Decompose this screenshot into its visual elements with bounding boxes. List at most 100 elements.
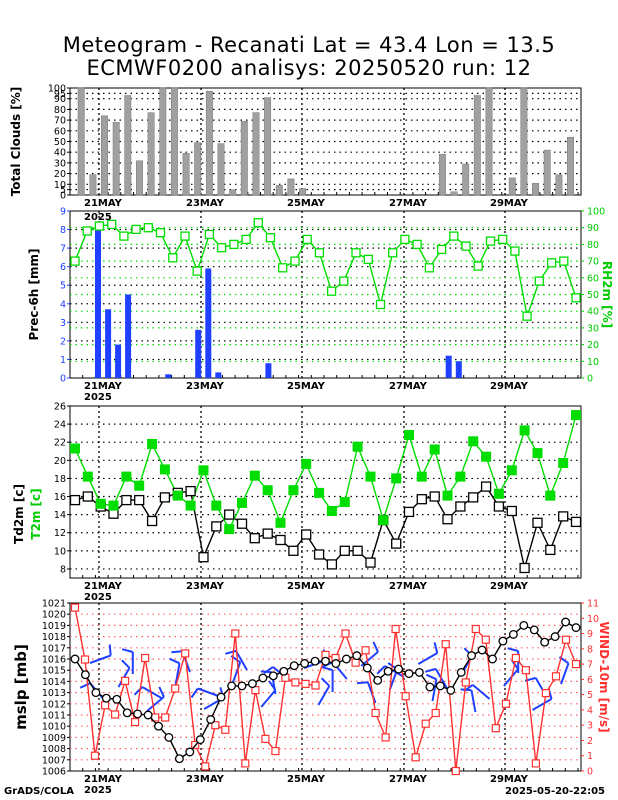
wind-barb <box>197 687 219 697</box>
rh-ytick-right-label: 40 <box>587 307 599 318</box>
precip-xtick-label: 29MAY <box>490 381 529 392</box>
rh-marker <box>436 244 447 255</box>
t2m-marker <box>481 451 492 462</box>
td2m-marker <box>416 494 427 505</box>
chart-title: Meteogram - Recanati Lat = 43.4 Lon = 13… <box>62 33 556 57</box>
wind-marker <box>351 658 360 667</box>
mslp-marker <box>237 681 247 691</box>
mslp-marker <box>133 709 143 719</box>
wind-marker <box>181 649 190 658</box>
t2m-marker <box>378 515 389 526</box>
clouds-xtick-label: 27MAY <box>389 198 428 209</box>
rh-marker <box>265 233 276 243</box>
t2m-marker <box>275 517 286 528</box>
td2m-marker <box>468 492 479 503</box>
rh-ytick-right-label: 30 <box>587 323 599 334</box>
t2m-marker <box>314 487 325 498</box>
precip-bar <box>215 372 222 378</box>
press-ytick-label: 1009 <box>42 733 66 744</box>
precip-xtick-label: 27MAY <box>389 381 428 392</box>
rh-marker <box>143 223 153 233</box>
chart-subtitle: ECMWF0200 analisys: 20250520 run: 12 <box>86 56 532 80</box>
cloud-bar <box>520 87 528 196</box>
td2m-marker <box>442 514 453 525</box>
wind-barb-flag <box>79 682 91 689</box>
wind-barb-flag <box>133 686 144 696</box>
mslp-marker <box>425 682 435 692</box>
wind-ytick-right-label: 5 <box>587 690 593 701</box>
t2m-y-axis-label: T2m [c] <box>29 488 43 539</box>
wind-barb <box>417 652 438 665</box>
t2m-marker <box>288 485 299 496</box>
t2m-marker <box>108 500 119 511</box>
td2m-marker <box>249 533 260 544</box>
rh-marker <box>180 231 190 241</box>
temp-ytick-label: 16 <box>54 492 66 503</box>
wind-barb-flag <box>121 648 134 653</box>
mslp-marker <box>321 656 330 666</box>
press-ytick-label: 1011 <box>42 711 66 722</box>
wind-marker <box>70 603 80 612</box>
temp-ytick-label: 14 <box>54 510 66 521</box>
rh-marker <box>522 311 532 321</box>
td2m-marker <box>313 549 325 560</box>
mslp-marker <box>174 754 184 764</box>
mslp-marker <box>310 656 320 666</box>
mslp-marker <box>289 661 299 671</box>
rh-marker <box>339 276 349 286</box>
press-xtick-label: 29MAY <box>490 774 529 785</box>
t2m-marker <box>391 473 402 484</box>
wind-marker <box>381 733 390 742</box>
td2m-line <box>74 485 577 569</box>
wind-marker <box>120 676 130 686</box>
rh-ytick-right-label: 20 <box>587 340 599 351</box>
temp-xtick-label: 23MAY <box>186 581 225 592</box>
temp-ytick-label: 10 <box>54 546 66 557</box>
mslp-marker <box>80 670 90 680</box>
rh-marker <box>70 256 80 266</box>
precip-bar <box>195 329 202 378</box>
t2m-marker <box>198 465 209 476</box>
t2m-marker <box>416 471 427 482</box>
clouds-ytick-label: 90 <box>54 94 66 105</box>
wind-ytick-right-label: 3 <box>587 721 593 732</box>
cloud-bar <box>136 160 143 196</box>
precip-ytick-label: 0 <box>60 374 66 385</box>
mslp-marker <box>435 681 445 691</box>
cloud-bar <box>567 136 574 196</box>
wind-y-axis-label: WIND-10m [m/s] <box>597 621 611 732</box>
cloud-bar <box>299 188 307 196</box>
mslp-marker <box>268 671 278 681</box>
rh-ytick-right-label: 80 <box>587 240 599 251</box>
wind-barb <box>470 690 477 713</box>
wind-marker <box>291 678 300 687</box>
rh-marker <box>278 263 288 273</box>
press-xtick-label: 27MAY <box>389 774 428 785</box>
wind-marker <box>80 655 90 664</box>
wind-marker <box>131 717 140 727</box>
precip-bar <box>205 268 212 378</box>
mslp-marker <box>352 651 362 661</box>
t2m-marker <box>262 485 273 496</box>
clouds-ytick-label: 30 <box>54 158 66 169</box>
wind-marker <box>271 746 280 756</box>
rh-marker <box>461 241 471 251</box>
precip-ytick-label: 9 <box>60 207 66 218</box>
wind-barb-flag <box>108 644 112 656</box>
td2m-marker <box>288 545 299 556</box>
clouds-ytick-label: 70 <box>54 116 66 127</box>
mslp-marker <box>383 666 393 676</box>
wind-line <box>74 607 577 772</box>
wind-marker <box>261 734 270 744</box>
td2m-marker <box>301 529 312 540</box>
wind-marker <box>211 721 220 730</box>
td2m-marker <box>519 562 530 574</box>
cloud-bar <box>194 142 202 196</box>
press-ytick-label: 1017 <box>42 643 66 654</box>
t2m-marker <box>82 471 93 482</box>
wind-marker <box>431 708 440 718</box>
wind-marker <box>90 751 100 760</box>
precip-ytick-label: 2 <box>60 336 66 347</box>
t2m-marker <box>519 425 530 436</box>
